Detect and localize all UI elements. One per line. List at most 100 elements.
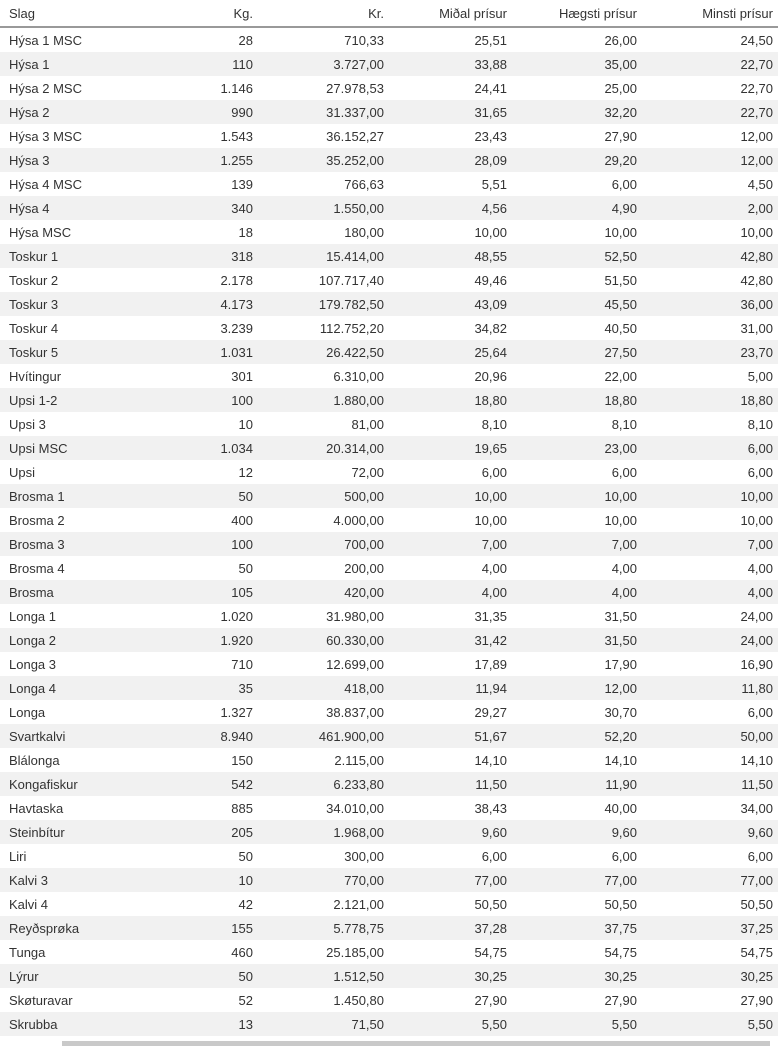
cell-midal-prisur: 6,00 bbox=[481, 848, 507, 864]
cell-midal-prisur: 50,50 bbox=[474, 896, 507, 912]
table-row: Liri 50 300,00 6,00 6,00 6,00 bbox=[0, 844, 778, 868]
table-row: Brosma 1 50 500,00 10,00 10,00 10,00 bbox=[0, 484, 778, 508]
cell-kr: 700,00 bbox=[344, 536, 384, 552]
cell-midal-prisur: 10,00 bbox=[474, 224, 507, 240]
cell-kg: 10 bbox=[238, 416, 253, 432]
cell-kg: 8.940 bbox=[220, 728, 253, 744]
cell-haegsti-prisur: 29,20 bbox=[604, 152, 637, 168]
cell-kr: 31.980,00 bbox=[326, 608, 384, 624]
cell-haegsti-prisur: 7,00 bbox=[611, 536, 637, 552]
cell-minsti-prisur: 11,50 bbox=[741, 776, 773, 792]
cell-kr: 34.010,00 bbox=[326, 800, 384, 816]
cell-midal-prisur: 11,94 bbox=[475, 680, 507, 696]
cell-midal-prisur: 31,35 bbox=[474, 608, 507, 624]
cell-kr: 200,00 bbox=[344, 560, 384, 576]
cell-slag: Kongafiskur bbox=[9, 776, 78, 792]
cell-midal-prisur: 24,41 bbox=[474, 80, 507, 96]
table-row: Longa 3 710 12.699,00 17,89 17,90 16,90 bbox=[0, 652, 778, 676]
cell-minsti-prisur: 42,80 bbox=[740, 248, 773, 264]
cell-kg: 1.146 bbox=[220, 80, 253, 96]
cell-minsti-prisur: 22,70 bbox=[740, 56, 773, 72]
cell-kg: 105 bbox=[231, 584, 253, 600]
table-row: Upsi 12 72,00 6,00 6,00 6,00 bbox=[0, 460, 778, 484]
table-row: Reyðsprøka 155 5.778,75 37,28 37,75 37,25 bbox=[0, 916, 778, 940]
cell-kg: 990 bbox=[231, 104, 253, 120]
cell-kr: 1.880,00 bbox=[333, 392, 384, 408]
cell-midal-prisur: 7,00 bbox=[481, 536, 507, 552]
cell-haegsti-prisur: 27,50 bbox=[604, 344, 637, 360]
cell-slag: Tunga bbox=[9, 944, 46, 960]
cell-slag: Lýrur bbox=[9, 968, 39, 984]
cell-midal-prisur: 4,00 bbox=[481, 560, 507, 576]
cell-kg: 542 bbox=[231, 776, 253, 792]
cell-haegsti-prisur: 8,10 bbox=[611, 416, 637, 432]
table-row: Toskur 2 2.178 107.717,40 49,46 51,50 42,80 bbox=[0, 268, 778, 292]
table-row: Hýsa 3 MSC 1.543 36.152,27 23,43 27,90 12,00 bbox=[0, 124, 778, 148]
cell-haegsti-prisur: 10,00 bbox=[604, 512, 637, 528]
cell-slag: Hýsa 3 MSC bbox=[9, 128, 82, 144]
cell-slag: Brosma 1 bbox=[9, 488, 65, 504]
cell-haegsti-prisur: 32,20 bbox=[604, 104, 637, 120]
cell-kg: 50 bbox=[238, 848, 253, 864]
cell-midal-prisur: 33,88 bbox=[474, 56, 507, 72]
cell-kr: 420,00 bbox=[344, 584, 384, 600]
cell-minsti-prisur: 50,00 bbox=[740, 728, 773, 744]
cell-kg: 400 bbox=[231, 512, 253, 528]
cell-midal-prisur: 17,89 bbox=[474, 656, 507, 672]
cell-midal-prisur: 54,75 bbox=[474, 944, 507, 960]
cell-slag: Kalvi 4 bbox=[9, 896, 49, 912]
cell-haegsti-prisur: 9,60 bbox=[611, 824, 637, 840]
cell-slag: Toskur 2 bbox=[9, 272, 59, 288]
cell-kg: 139 bbox=[231, 176, 253, 192]
cell-slag: Longa 2 bbox=[9, 632, 56, 648]
cell-kg: 340 bbox=[231, 200, 253, 216]
cell-haegsti-prisur: 35,00 bbox=[604, 56, 637, 72]
cell-slag: Brosma 3 bbox=[9, 536, 65, 552]
cell-minsti-prisur: 11,80 bbox=[741, 680, 773, 696]
cell-kr: 4.000,00 bbox=[333, 512, 384, 528]
cell-minsti-prisur: 27,90 bbox=[740, 992, 773, 1008]
cell-minsti-prisur: 5,00 bbox=[747, 368, 773, 384]
cell-slag: Blálonga bbox=[9, 752, 60, 768]
cell-midal-prisur: 51,67 bbox=[474, 728, 507, 744]
cell-minsti-prisur: 77,00 bbox=[740, 872, 773, 888]
table-row: Skøturavar 52 1.450,80 27,90 27,90 27,90 bbox=[0, 988, 778, 1012]
cell-haegsti-prisur: 5,50 bbox=[611, 1016, 637, 1032]
cell-midal-prisur: 19,65 bbox=[474, 440, 507, 456]
cell-slag: Hýsa 1 MSC bbox=[9, 32, 82, 48]
cell-kg: 100 bbox=[231, 392, 253, 408]
table-row: Toskur 4 3.239 112.752,20 34,82 40,50 31,00 bbox=[0, 316, 778, 340]
table-row: Longa 4 35 418,00 11,94 12,00 11,80 bbox=[0, 676, 778, 700]
cell-minsti-prisur: 36,00 bbox=[740, 296, 773, 312]
cell-kr: 3.727,00 bbox=[333, 56, 384, 72]
cell-slag: Havtaska bbox=[9, 800, 64, 816]
cell-minsti-prisur: 2,00 bbox=[747, 200, 773, 216]
cell-kg: 50 bbox=[238, 488, 253, 504]
cell-minsti-prisur: 4,00 bbox=[747, 584, 773, 600]
table-row: Brosma 2 400 4.000,00 10,00 10,00 10,00 bbox=[0, 508, 778, 532]
cell-minsti-prisur: 12,00 bbox=[740, 152, 773, 168]
cell-kr: 36.152,27 bbox=[326, 128, 384, 144]
cell-midal-prisur: 25,64 bbox=[474, 344, 507, 360]
table-row: Upsi 1-2 100 1.880,00 18,80 18,80 18,80 bbox=[0, 388, 778, 412]
table-row: Brosma 105 420,00 4,00 4,00 4,00 bbox=[0, 580, 778, 604]
cell-midal-prisur: 49,46 bbox=[474, 272, 507, 288]
cell-midal-prisur: 34,82 bbox=[474, 320, 507, 336]
cell-haegsti-prisur: 40,00 bbox=[604, 800, 637, 816]
cell-kg: 885 bbox=[231, 800, 253, 816]
cell-midal-prisur: 43,09 bbox=[474, 296, 507, 312]
cell-kr: 766,63 bbox=[344, 176, 384, 192]
cell-slag: Steinbítur bbox=[9, 824, 65, 840]
cell-slag: Hýsa 4 MSC bbox=[9, 176, 82, 192]
cell-minsti-prisur: 6,00 bbox=[747, 848, 773, 864]
cell-kg: 12 bbox=[238, 464, 253, 480]
table-row: Hýsa 2 990 31.337,00 31,65 32,20 22,70 bbox=[0, 100, 778, 124]
table-row: Tunga 460 25.185,00 54,75 54,75 54,75 bbox=[0, 940, 778, 964]
cell-haegsti-prisur: 51,50 bbox=[604, 272, 637, 288]
cell-slag: Reyðsprøka bbox=[9, 920, 80, 936]
table-row: Brosma 4 50 200,00 4,00 4,00 4,00 bbox=[0, 556, 778, 580]
cell-minsti-prisur: 42,80 bbox=[740, 272, 773, 288]
cell-midal-prisur: 37,28 bbox=[474, 920, 507, 936]
cell-midal-prisur: 25,51 bbox=[474, 32, 507, 48]
cell-slag: Hýsa 1 bbox=[9, 56, 50, 72]
